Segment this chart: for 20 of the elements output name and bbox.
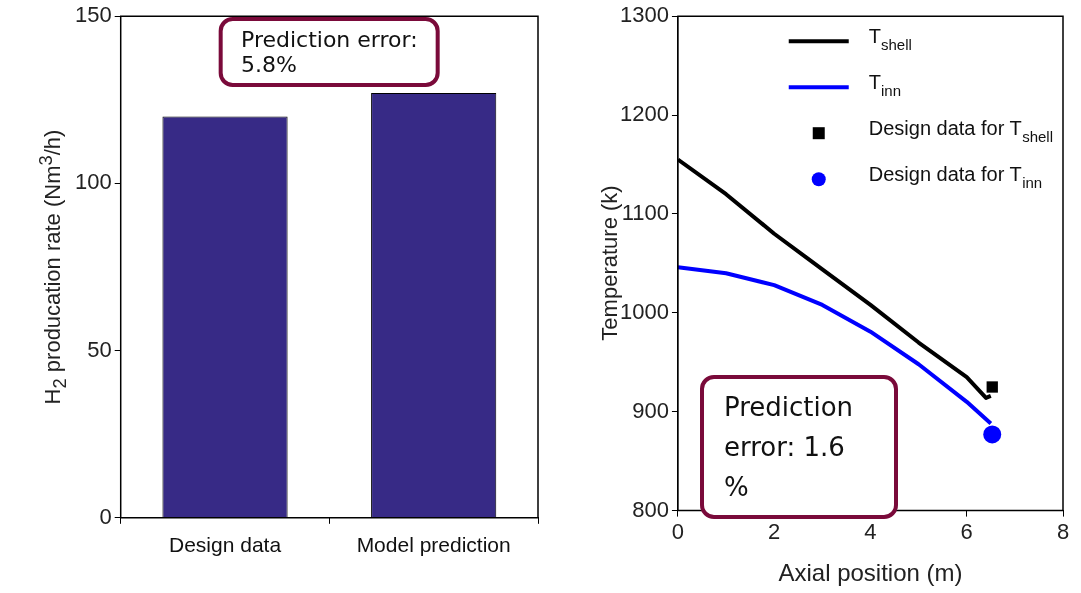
y-tick-label: 50	[87, 336, 112, 362]
y-axis-title: Temperature (k)	[596, 185, 622, 342]
annotation: Prediction error: 1.6 %	[699, 374, 898, 520]
y-tick-label: 1200	[619, 101, 669, 127]
x-tick-label: 2	[768, 518, 781, 544]
y-tick-label: 150	[74, 2, 112, 28]
y-tick-label: 100	[74, 169, 112, 195]
y-tick-label: 1100	[621, 200, 669, 226]
x-tick-label: Design data	[168, 533, 282, 557]
x-tick-label: 6	[960, 518, 973, 544]
x-tick-label: 8	[1056, 518, 1070, 544]
x-tick-label: 4	[864, 518, 877, 544]
y-tick-label: 1300	[619, 2, 669, 28]
x-axis-title: Axial position (m)	[778, 558, 963, 587]
y-tick-label: 800	[632, 496, 669, 522]
annotation: Prediction error: 5.8%	[219, 17, 440, 88]
x-tick-label: 0	[671, 518, 685, 544]
x-tick-label: Model prediction	[356, 533, 511, 557]
y-tick-label: 1000	[619, 298, 669, 324]
y-tick-label: 900	[632, 397, 669, 423]
